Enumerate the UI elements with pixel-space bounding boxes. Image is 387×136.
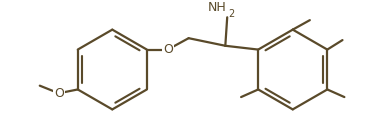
Text: O: O <box>163 43 173 56</box>
Text: NH: NH <box>207 1 226 14</box>
Text: 2: 2 <box>228 9 235 19</box>
Text: O: O <box>54 87 64 100</box>
